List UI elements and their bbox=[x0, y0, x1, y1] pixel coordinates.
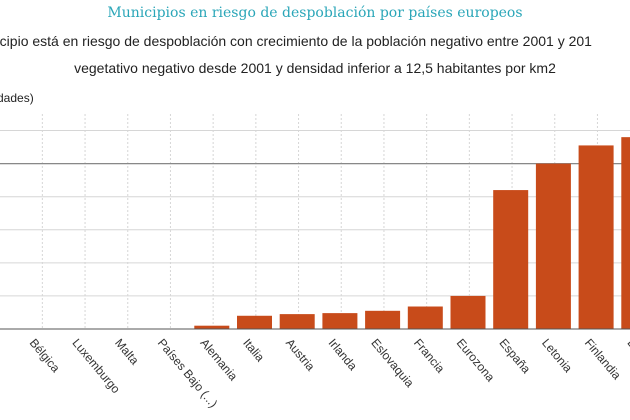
bar-8 bbox=[365, 310, 401, 329]
x-tick-label: Est bbox=[625, 336, 630, 359]
bar-14 bbox=[621, 137, 630, 329]
x-tick-label: Eslovaquia bbox=[368, 336, 417, 390]
x-tick-label: Letonia bbox=[539, 336, 575, 375]
x-tick-label: España bbox=[496, 336, 533, 376]
bar-11 bbox=[493, 190, 529, 329]
chart-subtitle-line1: unicipio está en riesgo de despoblación … bbox=[0, 33, 592, 49]
bar-6 bbox=[279, 314, 315, 329]
x-tick-label: Malta bbox=[112, 336, 142, 368]
x-tick-label: Alemania bbox=[198, 336, 241, 384]
x-tick-label: Bélgica bbox=[27, 336, 63, 375]
bar-12 bbox=[535, 163, 571, 329]
bar-9 bbox=[407, 306, 443, 329]
y-axis-label: dades) bbox=[0, 91, 34, 105]
bar-10 bbox=[450, 295, 486, 329]
x-tick-label: Irlanda bbox=[326, 336, 361, 373]
bar-5 bbox=[237, 315, 272, 329]
chart-subtitle-line2: vegetativo negativo desde 2001 y densida… bbox=[74, 60, 556, 76]
x-tick-label: Eurozona bbox=[454, 336, 498, 385]
bar-13 bbox=[578, 145, 614, 329]
x-tick-label: Francia bbox=[411, 336, 448, 376]
x-tick-label: Italia bbox=[240, 336, 267, 365]
bar-7 bbox=[322, 313, 358, 329]
x-tick-label: Austria bbox=[283, 336, 318, 374]
x-tick-label: Finlandia bbox=[582, 336, 624, 383]
chart-title: Municipios en riesgo de despoblación por… bbox=[107, 5, 523, 21]
bar-4 bbox=[194, 325, 230, 329]
